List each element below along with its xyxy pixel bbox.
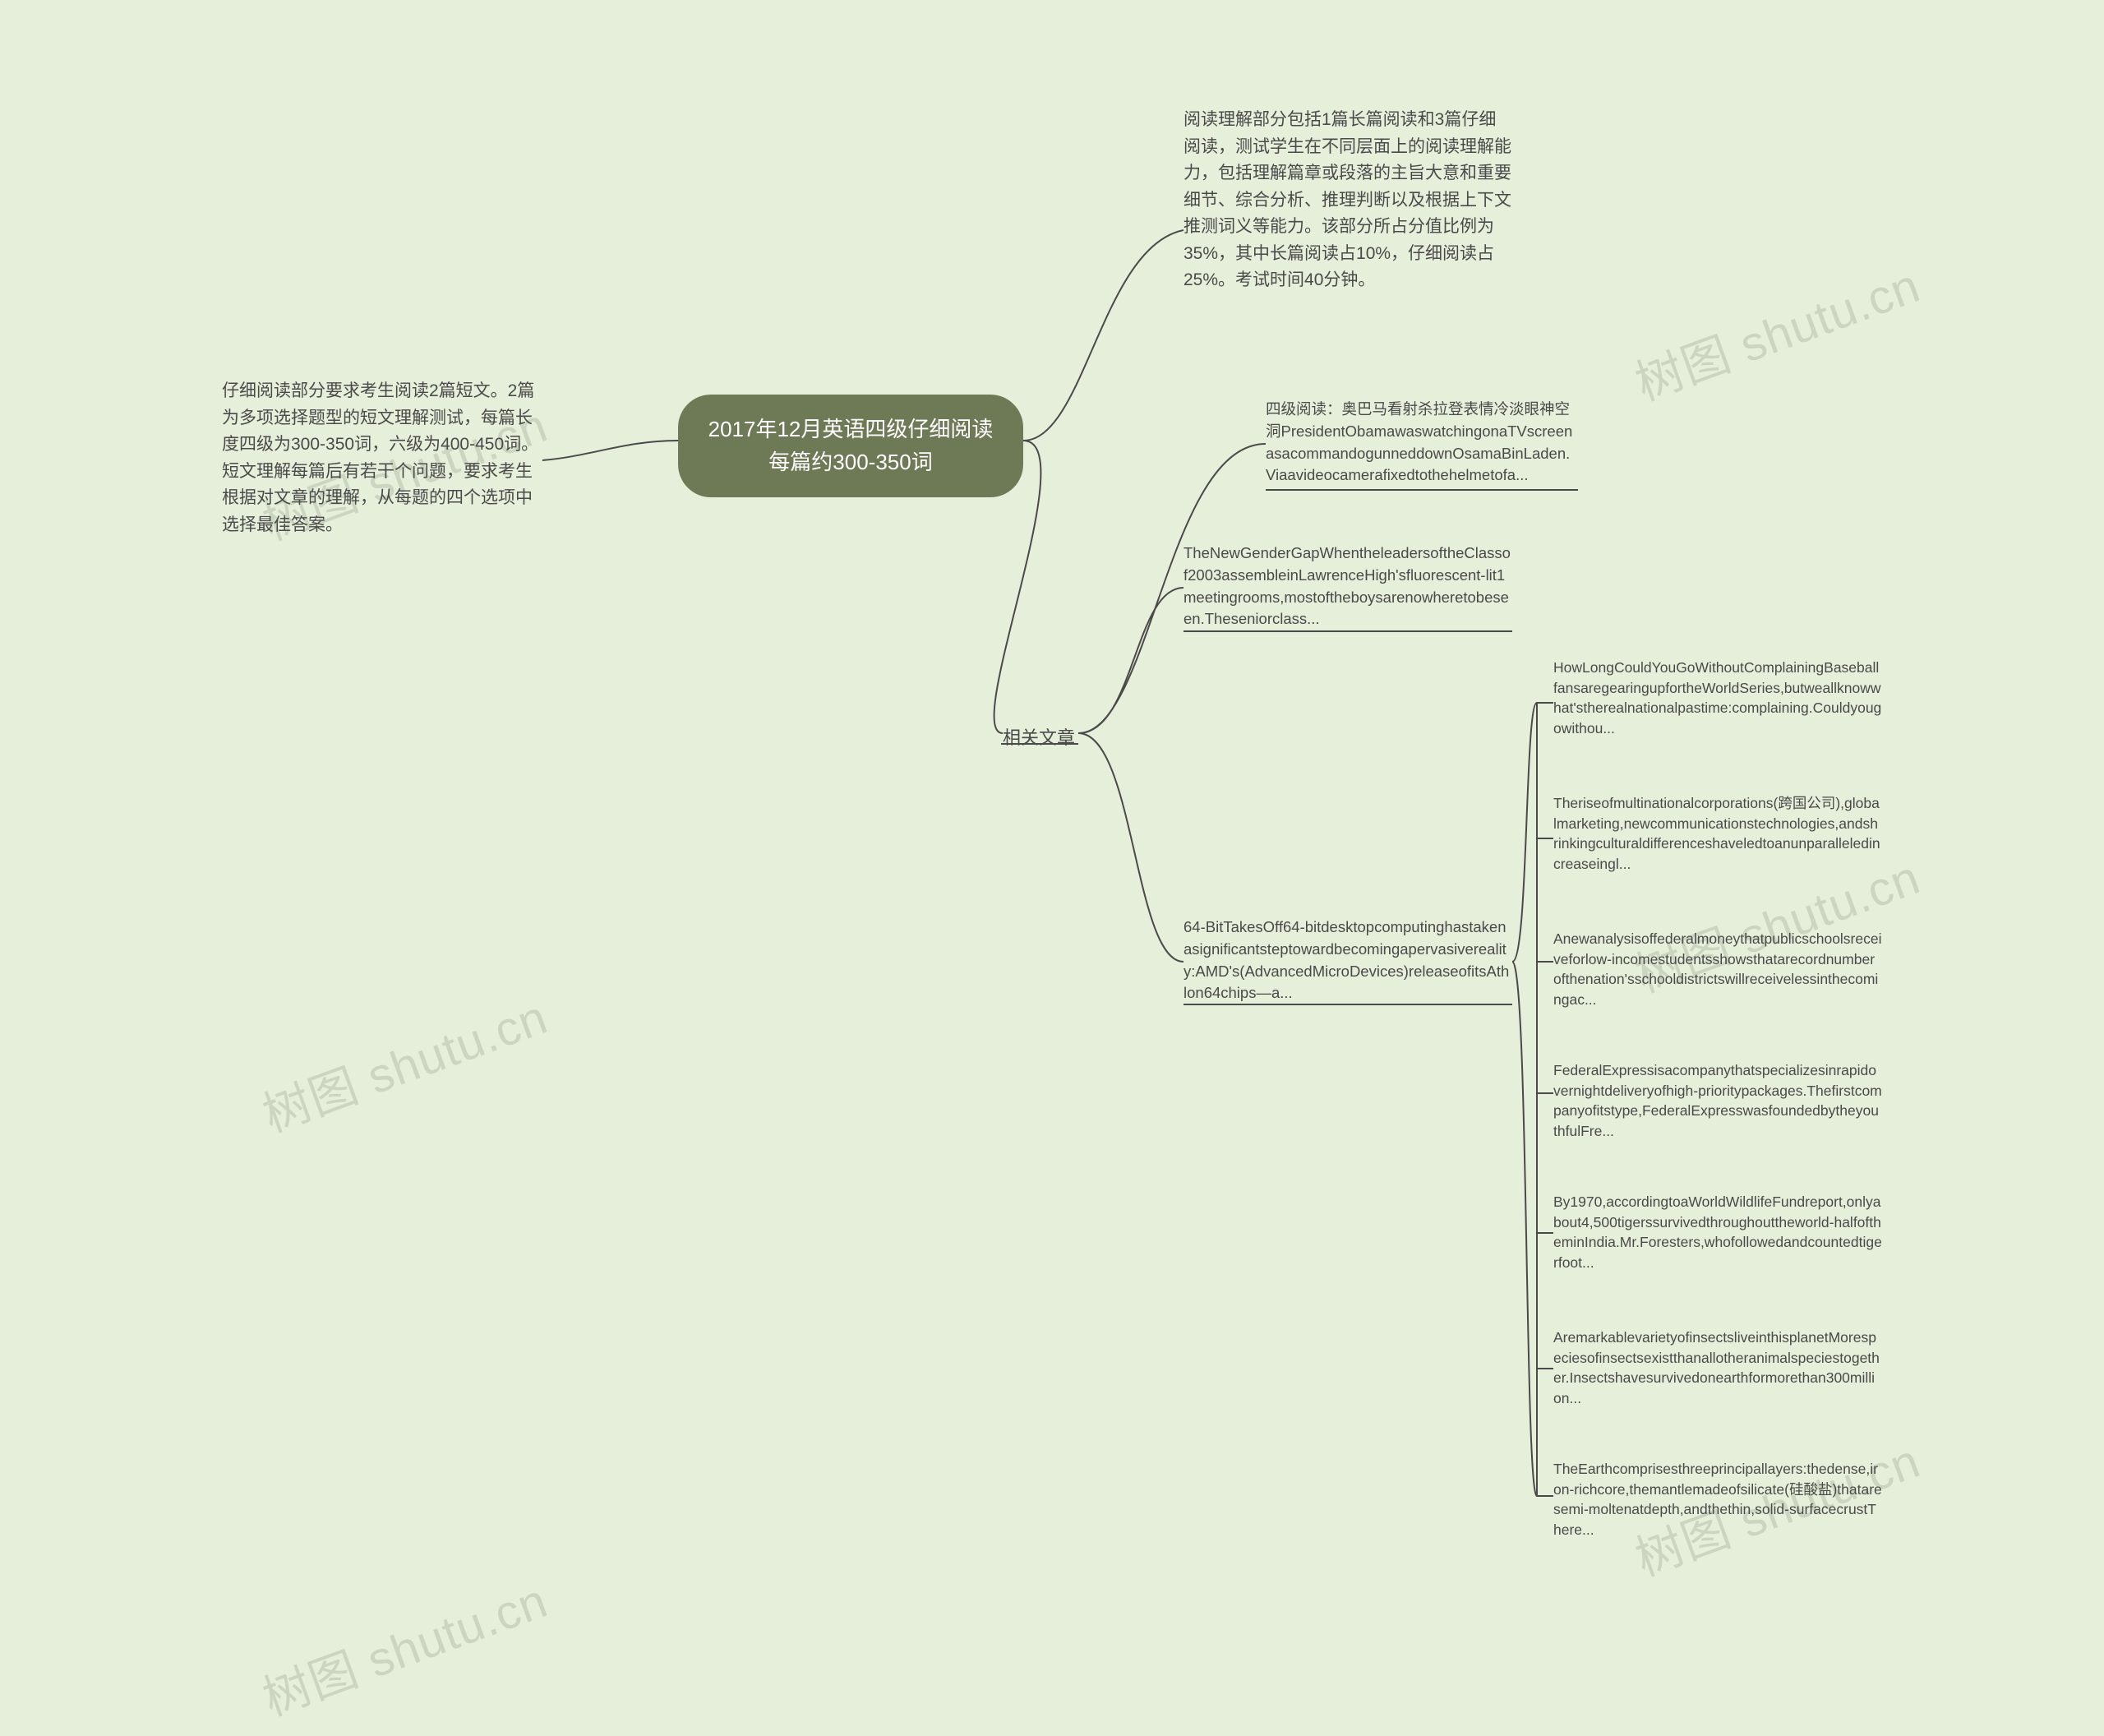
third-item-text: TheEarthcomprisesthreeprincipallayers:th…: [1553, 1461, 1882, 1538]
root-label: 2017年12月英语四级仔细阅读每篇约300-350词: [708, 417, 994, 474]
edge-root-left: [542, 441, 678, 460]
bracket-bot: [1512, 962, 1537, 1496]
left-description-text: 仔细阅读部分要求考生阅读2篇短文。2篇为多项选择题型的短文理解测试，每篇长度四级…: [222, 381, 538, 534]
section-label: 相关文章: [1003, 723, 1075, 750]
watermark: 树图 shutu.cn: [252, 979, 556, 1146]
second-item-text: 64-BitTakesOff64-bitdesktopcomputinghast…: [1184, 918, 1509, 1001]
second-item: 64-BitTakesOff64-bitdesktopcomputinghast…: [1184, 916, 1512, 1004]
left-description: 仔细阅读部分要求考生阅读2篇短文。2篇为多项选择题型的短文理解测试，每篇长度四级…: [222, 378, 542, 538]
third-item: TheEarthcomprisesthreeprincipallayers:th…: [1553, 1459, 1882, 1540]
second-item: TheNewGenderGapWhentheleadersoftheClasso…: [1184, 542, 1512, 630]
third-item-text: By1970,accordingtoaWorldWildlifeFundrepo…: [1553, 1194, 1882, 1271]
bracket-top: [1512, 703, 1537, 962]
edge-section-item3: [1078, 733, 1184, 962]
right-top-text: 阅读理解部分包括1篇长篇阅读和3篇仔细阅读，测试学生在不同层面上的阅读理解能力，…: [1184, 110, 1511, 289]
third-item: Aremarkablevarietyofinsectsliveinthispla…: [1553, 1327, 1882, 1408]
second-item-text: 四级阅读：奥巴马看射杀拉登表情冷淡眼神空洞PresidentObamawaswa…: [1266, 400, 1572, 483]
third-item: Anewanalysisoffederalmoneythatpublicscho…: [1553, 929, 1882, 1009]
root-node: 2017年12月英语四级仔细阅读每篇约300-350词: [678, 395, 1023, 497]
third-item: By1970,accordingtoaWorldWildlifeFundrepo…: [1553, 1192, 1882, 1272]
third-item-text: HowLongCouldYouGoWithoutComplainingBaseb…: [1553, 659, 1881, 736]
watermark: 树图 shutu.cn: [1625, 247, 1928, 414]
section-label-text: 相关文章: [1003, 727, 1075, 748]
second-item-text: TheNewGenderGapWhentheleadersoftheClasso…: [1184, 544, 1511, 627]
third-item-text: Aremarkablevarietyofinsectsliveinthispla…: [1553, 1329, 1880, 1406]
watermark: 树图 shutu.cn: [252, 1563, 556, 1729]
third-item-text: Theriseofmultinationalcorporations(跨国公司)…: [1553, 795, 1880, 872]
edge-root-righttop: [1023, 230, 1184, 441]
third-item-text: Anewanalysisoffederalmoneythatpublicscho…: [1553, 930, 1882, 1008]
third-item-text: FederalExpressisacompanythatspecializesi…: [1553, 1062, 1882, 1139]
edge-section-item2: [1078, 588, 1184, 733]
third-item: Theriseofmultinationalcorporations(跨国公司)…: [1553, 793, 1882, 874]
third-item: HowLongCouldYouGoWithoutComplainingBaseb…: [1553, 658, 1882, 738]
second-item: 四级阅读：奥巴马看射杀拉登表情冷淡眼神空洞PresidentObamawaswa…: [1266, 399, 1578, 487]
right-top-description: 阅读理解部分包括1篇长篇阅读和3篇仔细阅读，测试学生在不同层面上的阅读理解能力，…: [1184, 107, 1512, 294]
third-item: FederalExpressisacompanythatspecializesi…: [1553, 1060, 1882, 1141]
